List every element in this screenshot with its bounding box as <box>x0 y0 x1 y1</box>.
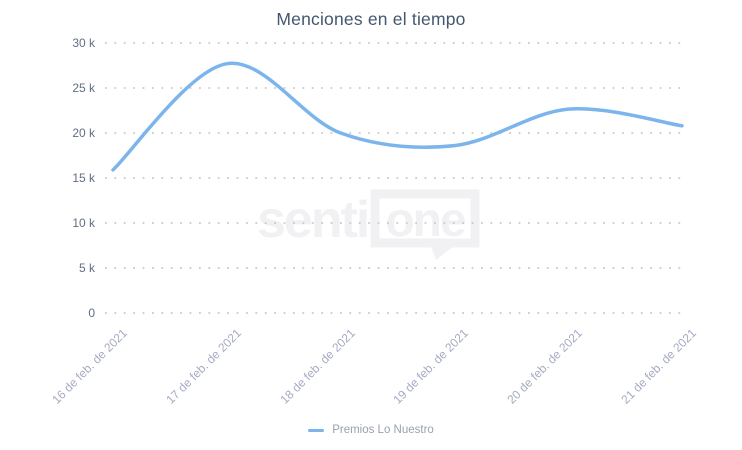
legend-item-premios-lo-nuestro[interactable]: Premios Lo Nuestro <box>0 424 742 436</box>
y-axis-label: 0 <box>88 306 95 320</box>
watermark-speech-bubble <box>370 189 480 248</box>
y-axis-label: 10 k <box>72 216 95 230</box>
y-axis-label: 30 k <box>72 36 95 50</box>
chart-title: Menciones en el tiempo <box>276 9 466 29</box>
watermark-sentione-logo: senti one <box>257 189 480 260</box>
y-axis-label: 5 k <box>78 261 95 275</box>
legend-series-label: Premios Lo Nuestro <box>332 424 434 436</box>
y-axis-label: 25 k <box>72 81 95 95</box>
watermark-text: senti <box>257 191 368 249</box>
y-axis-label: 20 k <box>72 126 95 140</box>
series-line[interactable] <box>111 61 684 172</box>
watermark-bubble-tail <box>430 243 458 260</box>
watermark-bubble-text: one <box>385 194 466 247</box>
y-axis-label: 15 k <box>72 171 95 185</box>
legend-line-marker-icon <box>308 428 325 432</box>
